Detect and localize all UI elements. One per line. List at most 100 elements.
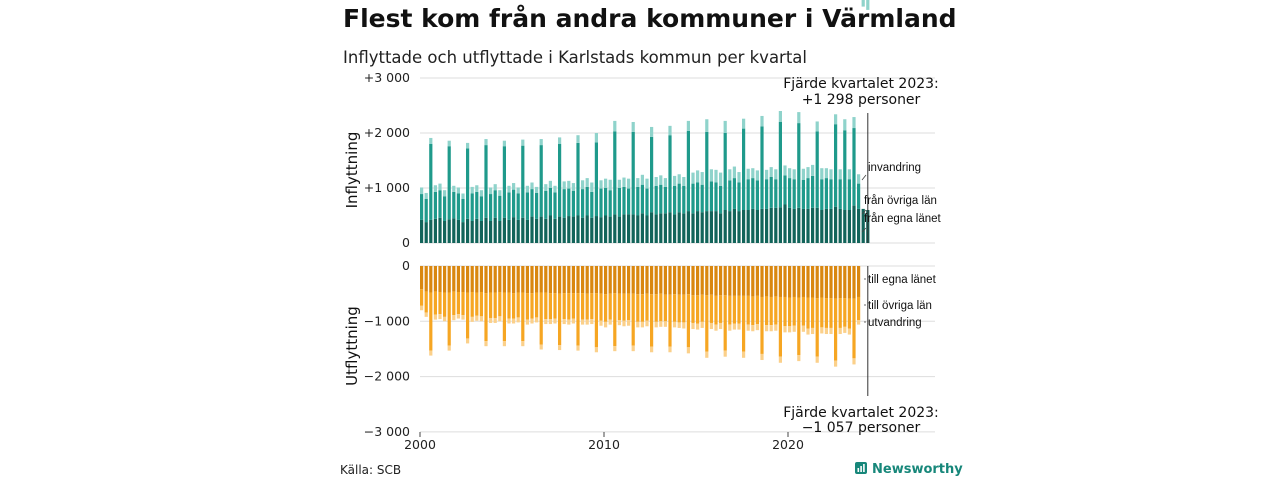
bar-out-utvandring (604, 321, 608, 328)
bar-in-från-egna-länet (792, 208, 796, 243)
bar-out-utvandring (479, 316, 483, 322)
bar-in-från-egna-länet (645, 215, 649, 243)
bar-in-invandring (783, 165, 787, 176)
bar-out-till-egna-länet (475, 266, 479, 293)
bar-out-till-egna-länet (806, 266, 810, 298)
bar-in-från-egna-länet (507, 219, 511, 243)
inflow-legend: från egna länet från övriga län invandring (861, 162, 942, 233)
outflow-y-ticks: 0 −1 000 −2 000 −3 000 (364, 258, 410, 439)
bar-in-invandring (571, 183, 575, 191)
bar-out-utvandring (447, 345, 451, 351)
bar-in-från-egna-länet (489, 221, 493, 243)
bar-in-invandring (765, 169, 769, 180)
bar-in-från-övriga-län (576, 142, 580, 216)
bar-in-från-övriga-län (659, 184, 663, 214)
bar-out-utvandring (700, 321, 704, 328)
bar-in-från-övriga-län (636, 186, 640, 216)
bar-in-från-egna-länet (479, 221, 483, 243)
bar-out-till-egna-länet (507, 266, 511, 293)
bar-out-till-egna-länet (723, 266, 727, 296)
bar-in-från-övriga-län (447, 146, 451, 220)
bar-in-från-egna-länet (470, 221, 474, 243)
bar-out-utvandring (806, 328, 810, 335)
bar-in-från-övriga-län (728, 180, 732, 212)
bar-in-från-övriga-län (617, 188, 621, 217)
bar-out-till-övriga-län (783, 296, 787, 327)
bar-out-till-övriga-län (590, 293, 594, 320)
bar-out-till-övriga-län (521, 292, 525, 342)
bar-in-från-övriga-län (535, 192, 539, 219)
bar-in-från-egna-länet (562, 217, 566, 243)
bar-in-från-övriga-län (420, 194, 424, 220)
bar-out-utvandring (452, 315, 456, 321)
bar-in-från-övriga-län (778, 122, 782, 208)
bar-in-från-övriga-län (530, 189, 534, 217)
bar-out-till-övriga-län (604, 294, 608, 322)
bar-in-från-övriga-län (765, 179, 769, 209)
bar-out-utvandring (829, 327, 833, 335)
bar-in-från-egna-länet (539, 216, 543, 243)
bar-in-från-övriga-län (760, 126, 764, 209)
bar-in-från-egna-länet (590, 217, 594, 243)
bar-out-till-egna-länet (571, 266, 575, 294)
bar-in-från-övriga-län (723, 133, 727, 210)
bar-in-från-egna-länet (558, 216, 562, 243)
bar-in-invandring (769, 167, 773, 177)
bar-out-utvandring (567, 319, 571, 325)
bar-out-till-egna-länet (815, 266, 819, 299)
bar-in-invandring (484, 139, 488, 146)
bar-out-till-egna-länet (774, 266, 778, 297)
bar-out-till-övriga-län (447, 292, 451, 346)
legend-label: invandring (868, 162, 921, 174)
bar-out-till-övriga-län (820, 297, 824, 328)
bar-out-till-övriga-län (567, 293, 571, 320)
bar-out-utvandring (654, 321, 658, 328)
bar-in-invandring (604, 178, 608, 188)
bar-out-utvandring (622, 320, 626, 327)
bar-out-till-övriga-län (838, 298, 842, 328)
x-tick-label: 2010 (588, 437, 620, 452)
bar-out-till-egna-länet (705, 266, 709, 296)
bar-in-invandring (581, 180, 585, 190)
bar-in-från-övriga-län (797, 123, 801, 208)
bar-out-till-egna-länet (696, 266, 700, 296)
bar-in-från-övriga-län (838, 179, 842, 209)
bar-in-från-övriga-län (709, 181, 713, 212)
bar-out-till-övriga-län (562, 293, 566, 320)
bar-in-från-egna-länet (493, 217, 497, 243)
bar-out-utvandring (581, 319, 585, 325)
bar-in-från-övriga-län (452, 191, 456, 219)
bar-in-från-egna-länet (622, 214, 626, 243)
y-tick-label: −3 000 (364, 424, 410, 439)
legend-label: till egna länet (868, 274, 937, 286)
bar-in-invandring (489, 187, 493, 195)
bar-out-utvandring (705, 351, 709, 358)
bar-in-från-övriga-län (604, 188, 608, 216)
bar-in-från-övriga-län (627, 188, 631, 215)
bar-in-från-egna-länet (700, 212, 704, 243)
bar-in-från-egna-länet (521, 217, 525, 243)
bar-out-till-egna-länet (521, 266, 525, 293)
bar-out-till-övriga-län (788, 297, 792, 327)
bar-in-från-egna-länet (838, 208, 842, 243)
bar-out-till-övriga-län (456, 291, 460, 315)
bar-in-invandring (728, 169, 732, 181)
bar-in-från-egna-länet (516, 219, 520, 243)
bar-out-utvandring (512, 318, 516, 324)
bar-out-till-egna-länet (512, 266, 516, 294)
bar-out-till-övriga-län (636, 294, 640, 322)
bar-out-till-övriga-län (461, 291, 465, 316)
bar-out-till-egna-länet (673, 266, 677, 295)
bar-out-till-övriga-län (617, 293, 621, 321)
bar-out-till-övriga-län (479, 291, 483, 317)
bar-in-invandring (852, 117, 856, 129)
bar-out-till-övriga-län (797, 297, 801, 356)
bar-out-till-egna-länet (617, 266, 621, 294)
bar-in-invandring (691, 172, 695, 184)
bar-out-till-egna-länet (452, 266, 456, 292)
bar-out-utvandring (778, 356, 782, 363)
bar-in-från-egna-länet (728, 211, 732, 243)
y-tick-label: +2 000 (364, 125, 410, 140)
bar-out-till-övriga-län (847, 298, 851, 329)
bar-out-till-egna-länet (732, 266, 736, 296)
